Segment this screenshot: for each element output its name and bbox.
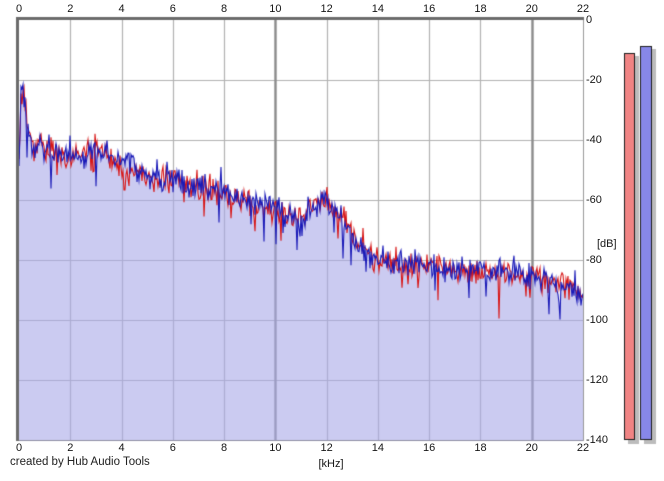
- y-axis-unit-label: [dB]: [597, 238, 617, 250]
- y-axis-tick-label: -100: [586, 314, 609, 326]
- x-axis-top-tick-label: 22: [576, 3, 590, 15]
- x-axis-top-tick-label: 4: [118, 3, 125, 15]
- y-axis-tick-label: -140: [586, 434, 609, 446]
- x-axis-bottom-tick-label: 0: [15, 442, 23, 454]
- x-axis-bottom-tick-label: 2: [67, 442, 74, 454]
- x-axis-bottom-tick-label: 14: [371, 442, 385, 454]
- y-axis-tick-label: 0: [586, 14, 593, 26]
- x-axis-top-tick-label: 14: [371, 3, 385, 15]
- x-axis-bottom-tick-label: 22: [576, 442, 590, 454]
- x-axis-top-tick-label: 6: [169, 3, 176, 15]
- x-axis-bottom-tick-label: 12: [320, 442, 333, 454]
- y-axis-tick-label: -40: [586, 134, 602, 146]
- x-axis-top-tick-label: 0: [15, 3, 23, 15]
- x-axis-top-tick-label: 12: [320, 3, 333, 15]
- x-axis-bottom-tick-label: 18: [474, 442, 487, 454]
- x-axis-bottom-tick-label: 6: [169, 442, 176, 454]
- x-axis-bottom-tick-label: 8: [221, 442, 228, 454]
- x-axis-top-tick-label: 18: [474, 3, 487, 15]
- x-axis-bottom-tick-label: 10: [269, 442, 282, 454]
- x-axis-bottom-tick-label: 4: [118, 442, 125, 454]
- y-axis-tick-label: -120: [586, 374, 609, 386]
- x-axis-unit-label: [kHz]: [318, 458, 344, 470]
- credit-text: created by Hub Audio Tools: [10, 456, 150, 468]
- x-axis-top-tick-label: 8: [221, 3, 228, 15]
- x-axis-bottom-tick-label: 20: [525, 442, 538, 454]
- x-axis-bottom-tick-label: 16: [423, 442, 436, 454]
- y-axis-tick-label: -60: [586, 194, 602, 206]
- x-axis-top-tick-label: 10: [269, 3, 282, 15]
- y-axis-tick-label: -20: [586, 74, 602, 86]
- y-axis-tick-label: -80: [586, 254, 602, 266]
- x-axis-top-tick-label: 2: [67, 3, 74, 15]
- x-axis-top-tick-label: 20: [525, 3, 538, 15]
- x-axis-top-tick-label: 16: [423, 3, 436, 15]
